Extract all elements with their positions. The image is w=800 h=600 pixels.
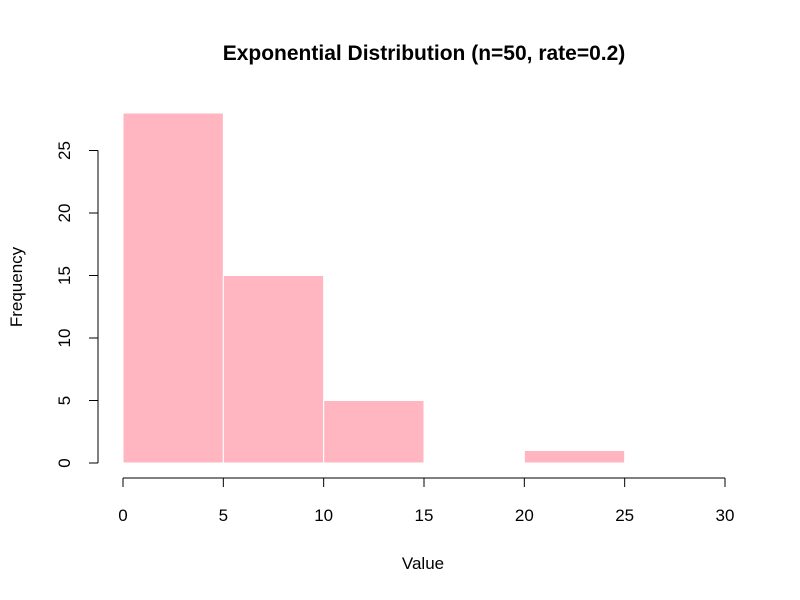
y-tick-label: 15	[55, 266, 74, 285]
x-axis-label: Value	[402, 554, 444, 573]
x-tick-label: 30	[716, 506, 735, 525]
histogram-bar	[323, 400, 425, 464]
x-tick-label: 0	[118, 506, 127, 525]
y-tick-label: 0	[55, 458, 74, 467]
x-tick-label: 25	[615, 506, 634, 525]
histogram-bar	[523, 450, 626, 464]
bars-group	[122, 112, 626, 464]
x-axis: 0 5 10 15 20 25 30	[118, 477, 735, 525]
x-tick-label: 10	[314, 506, 333, 525]
y-tick-label: 20	[55, 204, 74, 223]
y-tick-label: 5	[55, 396, 74, 405]
chart-title: Exponential Distribution (n=50, rate=0.2…	[223, 42, 626, 65]
y-tick-label: 25	[55, 141, 74, 160]
y-axis-label: Frequency	[7, 246, 26, 327]
x-tick-label: 5	[219, 506, 228, 525]
x-tick-label: 20	[515, 506, 534, 525]
y-axis: 0 5 10 15 20 25	[55, 141, 99, 468]
y-tick-label: 10	[55, 329, 74, 348]
x-tick-label: 15	[415, 506, 434, 525]
histogram-bar	[122, 112, 224, 464]
histogram-bar	[222, 275, 325, 464]
